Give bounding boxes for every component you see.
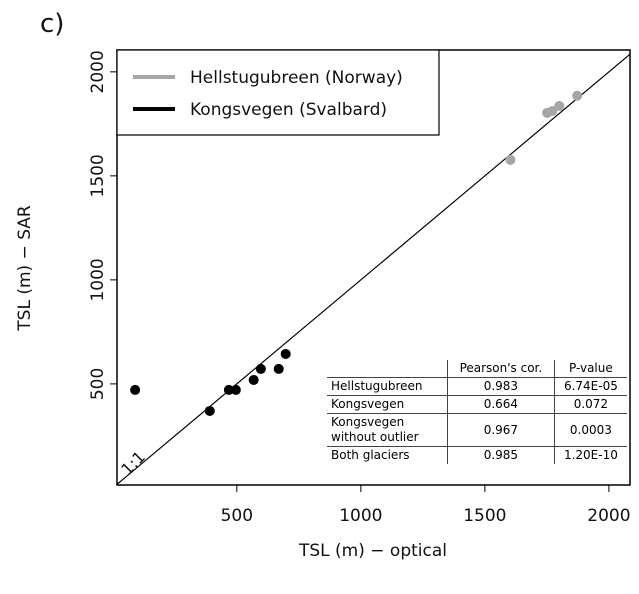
point [230, 384, 241, 395]
table-cell: 0.072 [553, 395, 627, 414]
table-cell: Kongsvegen [327, 395, 448, 414]
point [223, 384, 234, 395]
stats-table: Pearson's cor. P-value Hellstugubreen 0.983… [327, 360, 627, 464]
table-cell: 0.0003 [553, 413, 627, 447]
y-axis-title: TSL (m) − SAR [15, 205, 35, 332]
legend-label: Hellstugubreen (Norway) [190, 68, 403, 88]
point [505, 154, 516, 165]
table-cell [327, 360, 448, 378]
table-row: Both glaciers 0.985 1.20E-10 [327, 446, 627, 464]
table-cell: 1.20E-10 [553, 446, 627, 464]
x-tick-label: 500 [221, 506, 253, 526]
legend-label: Kongsvegen (Svalbard) [190, 100, 387, 120]
identity-line [116, 53, 631, 485]
y-tick-label: 1500 [88, 154, 108, 197]
x-tick-label: 1000 [339, 506, 382, 526]
point [273, 363, 284, 374]
legend-box [116, 49, 440, 136]
point [547, 105, 558, 116]
table-cell: Pearson's cor. [447, 360, 555, 378]
panel-label: c) [40, 9, 64, 39]
table-row: Hellstugubreen 0.983 6.74E-05 [327, 377, 627, 396]
y-tick-label: 2000 [88, 50, 108, 93]
table-cell: 6.74E-05 [553, 377, 627, 396]
point [130, 384, 141, 395]
table-cell: 0.967 [447, 413, 555, 447]
y-tick-label: 500 [88, 368, 108, 400]
x-tick-label: 2000 [587, 506, 630, 526]
identity-label: 1:1 [117, 447, 149, 479]
table-row: Kongsvegen 0.664 0.072 [327, 395, 627, 414]
x-axis-title: TSL (m) − optical [298, 541, 447, 561]
table-cell: Both glaciers [327, 446, 448, 464]
point [280, 348, 291, 359]
x-tick-label: 1500 [463, 506, 506, 526]
table-cell: Kongsvegen without outlier [327, 413, 448, 447]
table-cell: 0.664 [447, 395, 555, 414]
point [572, 90, 583, 101]
point [204, 405, 215, 416]
point [255, 363, 266, 374]
table-cell: Hellstugubreen [327, 377, 448, 396]
table-cell: P-value [553, 360, 627, 378]
point [248, 374, 259, 385]
y-tick-label: 1000 [88, 258, 108, 301]
point [554, 100, 565, 111]
table-cell: 0.985 [447, 446, 555, 464]
table-row: Pearson's cor. P-value [327, 360, 627, 378]
table-row: Kongsvegen without outlier 0.967 0.0003 [327, 413, 627, 447]
table-cell: 0.983 [447, 377, 555, 396]
